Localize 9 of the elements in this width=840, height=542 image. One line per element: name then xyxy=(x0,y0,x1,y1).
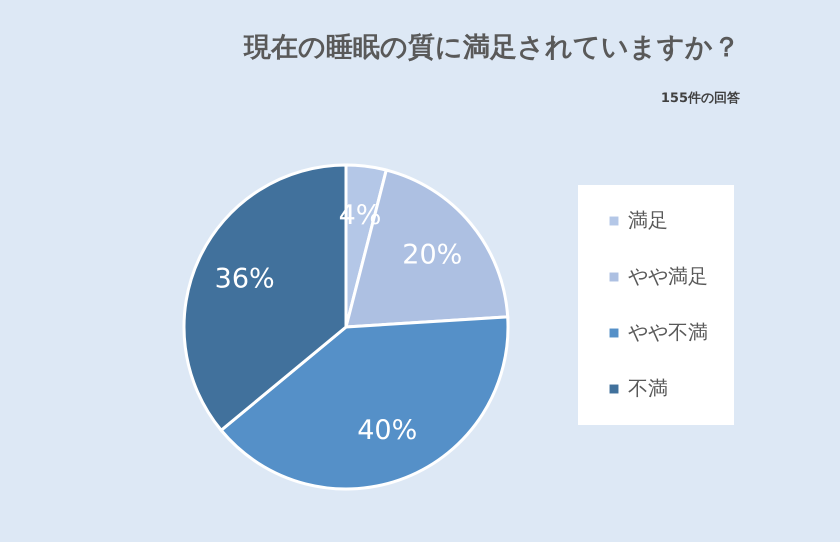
chart-title: 現在の睡眠の質に満足されていますか？ xyxy=(243,32,740,63)
data-label: 40% xyxy=(357,415,418,446)
legend-label: 満足 xyxy=(628,208,668,232)
chart-subtitle: 155件の回答 xyxy=(660,91,740,106)
legend-label: 不満 xyxy=(628,376,668,400)
legend-label: やや満足 xyxy=(628,264,708,288)
legend-label: やや不満 xyxy=(628,320,708,344)
data-label: 20% xyxy=(402,240,462,271)
data-label: 36% xyxy=(214,263,275,294)
